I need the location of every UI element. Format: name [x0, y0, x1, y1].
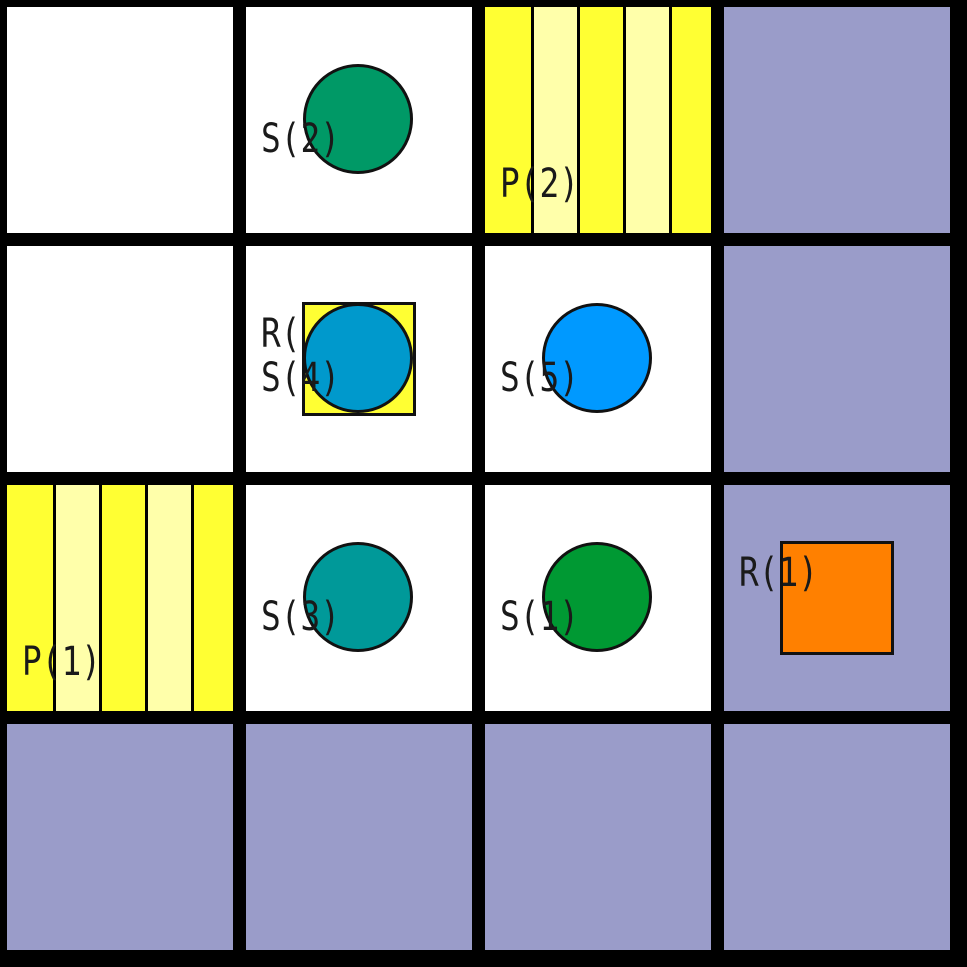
robot-square	[780, 541, 894, 655]
blocked-cell-r3-c3	[724, 724, 950, 950]
free-cell-r1-c0	[7, 246, 233, 472]
blocked-cell-r1-c3	[724, 246, 950, 472]
blocked-cell-r0-c3	[724, 7, 950, 233]
robot-label: R(	[261, 311, 301, 357]
pickup-label: P(2)	[500, 161, 579, 207]
shelf-circle	[303, 64, 413, 174]
pickup-stripe	[623, 7, 669, 233]
shelf-label: S(1)	[500, 594, 579, 640]
blocked-cell-r3-c1	[246, 724, 472, 950]
shelf-label: S(2)	[261, 116, 340, 162]
free-cell-r0-c0	[7, 7, 233, 233]
pickup-stripe	[191, 485, 233, 711]
pickup-stripe	[99, 485, 145, 711]
shelf-label: S(5)	[500, 355, 579, 401]
shelf-circle	[542, 542, 652, 652]
pickup-cell-r0-c2	[485, 7, 711, 233]
pickup-stripe	[669, 7, 711, 233]
pickup-stripe	[145, 485, 191, 711]
pickup-stripe	[577, 7, 623, 233]
pickup-stripe	[53, 485, 99, 711]
shelf-label: S(4)	[261, 355, 340, 401]
pickup-label: P(1)	[22, 639, 101, 685]
pickup-stripe	[485, 7, 531, 233]
shelf-circle	[303, 542, 413, 652]
shelf-circle	[542, 303, 652, 413]
robot-label: R(1)	[739, 550, 818, 596]
pickup-stripe	[7, 485, 53, 711]
pickup-stripe	[531, 7, 577, 233]
blocked-cell-r3-c2	[485, 724, 711, 950]
shelf-circle	[303, 303, 413, 413]
blocked-cell-r3-c0	[7, 724, 233, 950]
pickup-cell-r2-c0	[7, 485, 233, 711]
shelf-label: S(3)	[261, 594, 340, 640]
